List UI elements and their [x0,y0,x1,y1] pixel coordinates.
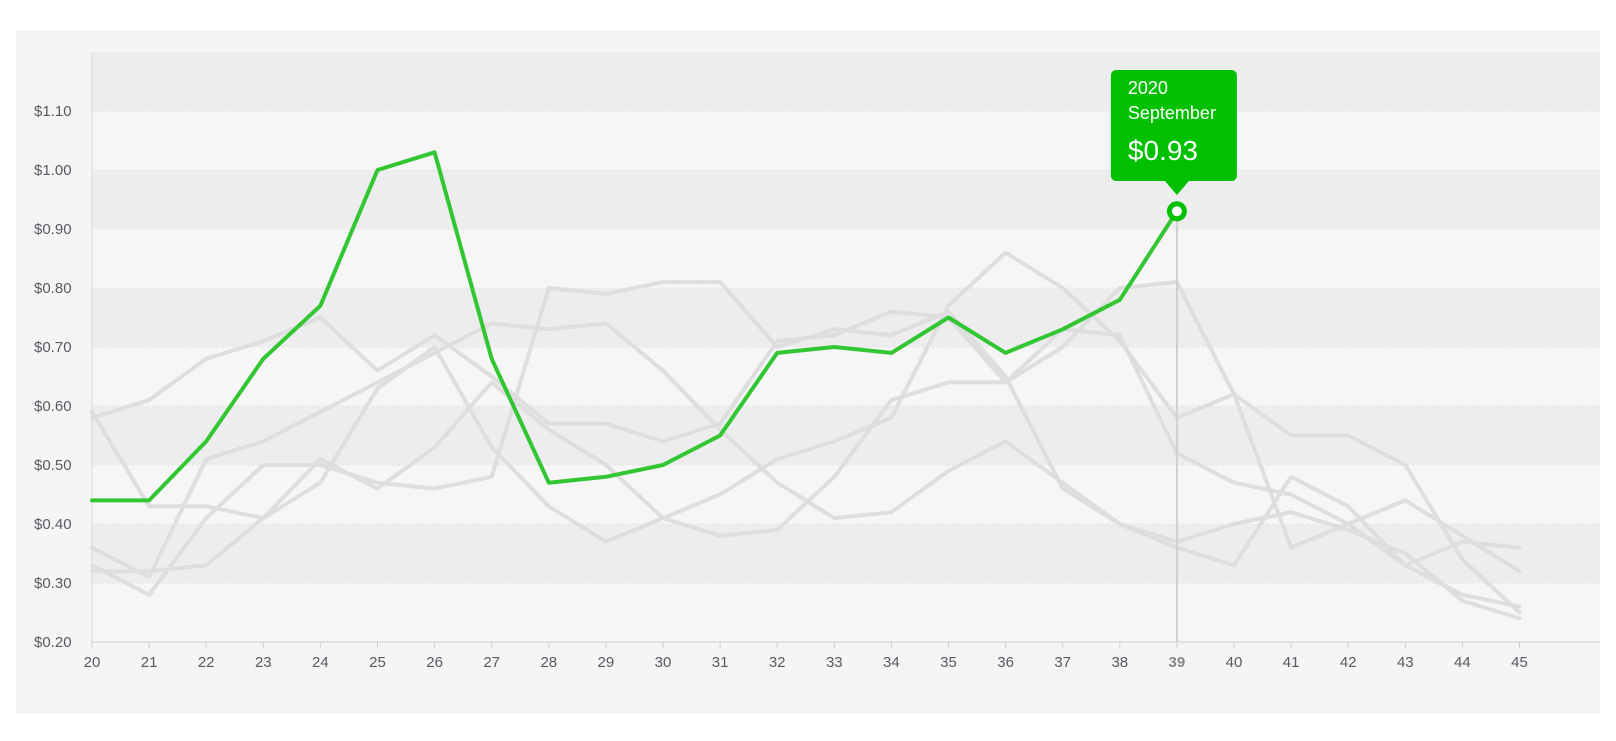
x-axis: 20 21 22 23 24 25 26 27 28 29 30 31 32 33 34 35 36 37 38 39… [84,641,1600,671]
x-tick-label: 31 [712,654,729,671]
x-tick-label: 43 [1397,654,1414,671]
x-tick-label: 29 [598,654,615,671]
y-tick-label: $1.10 [34,103,72,120]
x-tick-label: 38 [1111,654,1128,671]
x-tick-label: 35 [940,654,957,671]
x-tick-label: 20 [84,654,101,671]
x-tick-label: 40 [1226,654,1243,671]
highlight-series-line [90,150,1179,503]
context-series-line-3 [90,321,1522,621]
context-series-line-4 [90,280,1522,609]
highlight-series [90,150,1187,503]
x-tick-label: 26 [426,654,443,671]
x-tick-label: 21 [141,654,158,671]
x-tick-label: 28 [540,654,557,671]
value-tooltip: 2020 September $0.93 [1110,70,1237,195]
y-tick-label: $0.40 [34,516,72,533]
plot-band [92,583,1600,642]
y-tick-label: $0.60 [34,398,72,415]
x-tick-label: 45 [1511,654,1528,671]
x-tick-label: 25 [369,654,386,671]
x-tick-label: 34 [883,654,900,671]
plot-band [92,111,1600,170]
plot-band [92,229,1600,288]
x-tick-label: 30 [655,654,672,671]
background-bands [92,52,1600,642]
y-tick-label: $0.70 [34,339,72,356]
highlight-point-inner [1171,206,1182,217]
tooltip-box [1110,70,1237,195]
x-tick-label: 22 [198,654,215,671]
y-tick-label: $0.30 [34,575,72,592]
context-series-line-5 [90,280,1522,574]
y-tick-label: $0.50 [34,457,72,474]
x-tick-label: 41 [1283,654,1300,671]
y-tick-label: $1.00 [34,162,72,179]
x-tick-label: 44 [1454,654,1471,671]
tooltip-year: 2020 [1128,78,1168,98]
x-tick-label: 32 [769,654,786,671]
x-tick-label: 37 [1054,654,1071,671]
x-tick-label: 39 [1169,654,1186,671]
line-chart: $0.20 $0.30 $0.40 $0.50 $0.60 $0.70 $0.80 $0.90… [34,52,1600,671]
x-tick-label: 27 [483,654,500,671]
plot-band [92,170,1600,229]
x-tick-label: 24 [312,654,329,671]
tooltip-month: September [1128,103,1216,123]
y-tick-label: $0.80 [34,280,72,297]
plot-band [92,347,1600,406]
x-tick-label: 36 [997,654,1014,671]
y-tick-label: $0.90 [34,221,72,238]
y-tick-label: $0.20 [34,634,72,651]
x-tick-label: 23 [255,654,272,671]
plot-band [92,465,1600,524]
context-series [90,250,1522,621]
plot-band [92,524,1600,583]
tooltip-value: $0.93 [1128,135,1198,166]
y-axis: $0.20 $0.30 $0.40 $0.50 $0.60 $0.70 $0.80 $0.90… [34,52,93,651]
chart-container: $0.20 $0.30 $0.40 $0.50 $0.60 $0.70 $0.80 $0.90… [16,30,1600,714]
plot-band [92,52,1600,111]
x-tick-label: 42 [1340,654,1357,671]
x-tick-label: 33 [826,654,843,671]
